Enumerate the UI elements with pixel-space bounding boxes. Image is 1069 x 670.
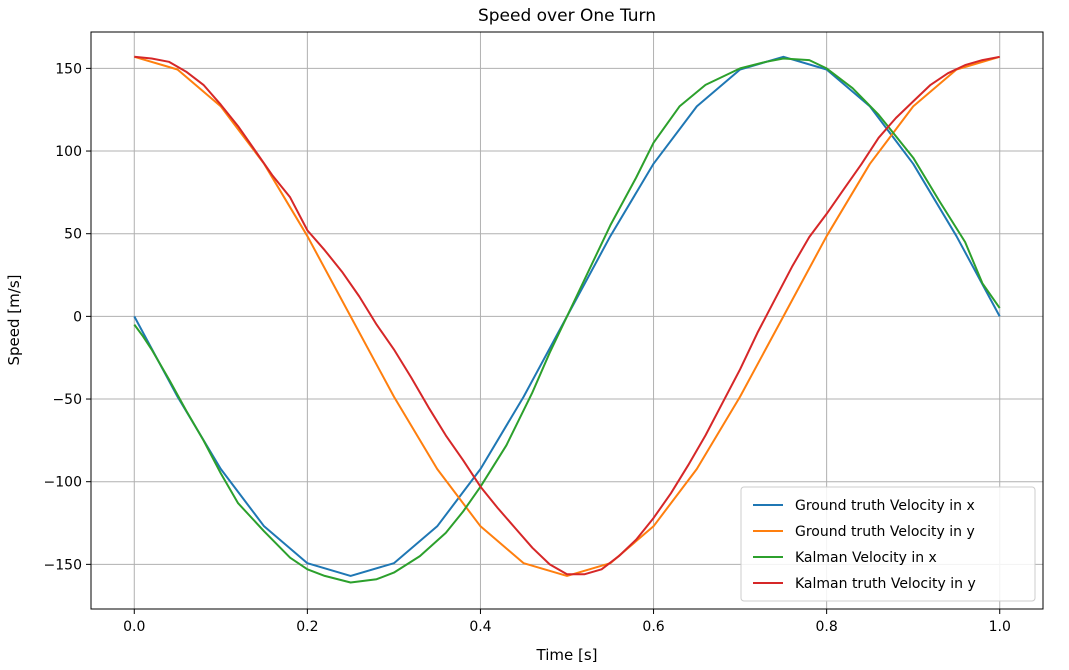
series-line-2	[134, 55, 1000, 577]
legend-box	[740, 486, 1036, 602]
x-tick-label: 1.0	[989, 619, 1011, 635]
x-tick-label: 0.0	[123, 619, 145, 635]
y-tick-label: −50	[52, 392, 82, 408]
y-tick-label: 150	[55, 61, 82, 77]
x-tick-label: 0.6	[642, 619, 664, 635]
y-tick-label: 50	[64, 227, 82, 243]
y-tick-label: −150	[44, 557, 82, 573]
legend-label: Kalman Velocity in x	[795, 550, 937, 566]
y-tick-label: 0	[73, 309, 82, 325]
legend-label: Ground truth Velocity in x	[795, 498, 975, 514]
grid-lines	[91, 32, 1043, 609]
y-axis-label: Speed [m/s]	[5, 275, 23, 366]
x-axis: 0.0 0.2 0.4 0.6 0.8 1.0	[123, 609, 1011, 635]
series-layer	[133, 55, 1001, 584]
x-tick-label: 0.4	[469, 619, 491, 635]
legend-label: Kalman truth Velocity in y	[795, 576, 976, 592]
y-tick-label: 100	[55, 144, 82, 160]
y-tick-label: −100	[44, 475, 82, 491]
series-line-3	[133, 57, 1001, 584]
legend: Ground truth Velocity in x Ground truth V…	[740, 486, 1036, 602]
y-axis: −150 −100 −50 0 50 100 150	[44, 61, 91, 573]
legend-label: Ground truth Velocity in y	[795, 524, 975, 540]
x-tick-label: 0.2	[296, 619, 318, 635]
chart-title: Speed over One Turn	[478, 6, 656, 26]
x-axis-label: Time [s]	[536, 646, 598, 664]
series-line-4	[134, 55, 1000, 576]
x-tick-label: 0.8	[816, 619, 838, 635]
plot-frame	[90, 31, 1044, 610]
